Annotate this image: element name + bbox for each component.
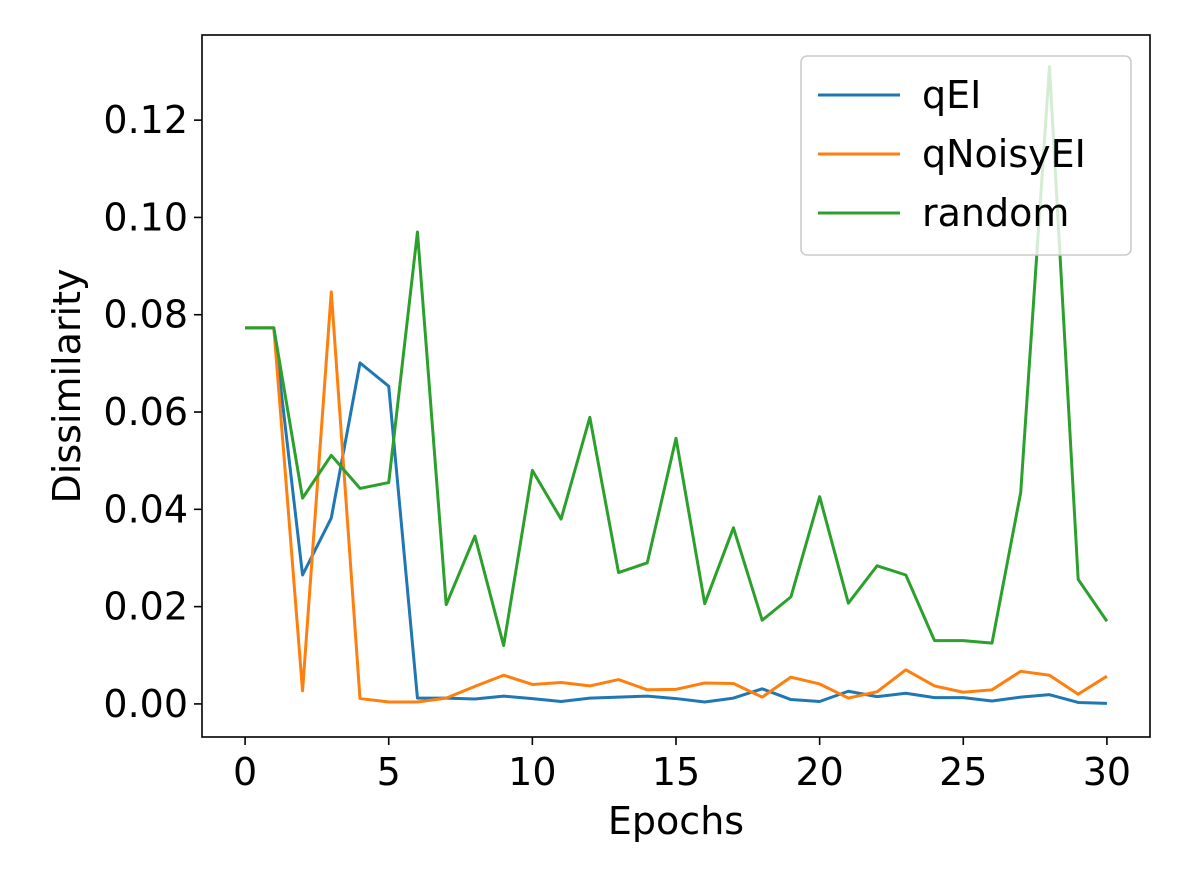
- series-line-qei: [245, 326, 1107, 705]
- x-tick-label: 5: [377, 750, 401, 794]
- y-tick-label: 0.00: [103, 682, 188, 726]
- y-axis-label: Dissimilarity: [45, 269, 89, 504]
- x-axis: 0 5 10 15 20 25 30: [233, 737, 1131, 794]
- x-tick-label: 0: [233, 750, 257, 794]
- y-tick-label: 0.06: [103, 390, 188, 434]
- series-line-qnoisyei: [245, 290, 1108, 704]
- x-tick-label: 20: [795, 750, 843, 794]
- y-axis: 0.00 0.02 0.04 0.06 0.08 0.10 0.12: [103, 98, 202, 726]
- x-tick-label: 30: [1083, 750, 1131, 794]
- y-tick-label: 0.12: [103, 98, 188, 142]
- x-tick-label: 25: [939, 750, 987, 794]
- y-tick-label: 0.08: [103, 293, 188, 337]
- legend-label-qei: qEI: [922, 73, 981, 117]
- legend-box: [800, 55, 1132, 256]
- x-tick-label: 15: [652, 750, 700, 794]
- y-tick-label: 0.04: [103, 487, 188, 531]
- series-line-random: [245, 65, 1109, 648]
- y-tick-label: 0.02: [103, 585, 188, 629]
- y-tick-label: 0.10: [103, 195, 188, 239]
- series-layer: [245, 65, 1109, 705]
- x-axis-label: Epochs: [608, 799, 744, 843]
- legend-label-random: random: [922, 191, 1069, 235]
- x-tick-label: 10: [508, 750, 556, 794]
- legend-label-qnoisyei: qNoisyEI: [922, 132, 1086, 176]
- legend: qEI qNoisyEI random: [800, 55, 1132, 256]
